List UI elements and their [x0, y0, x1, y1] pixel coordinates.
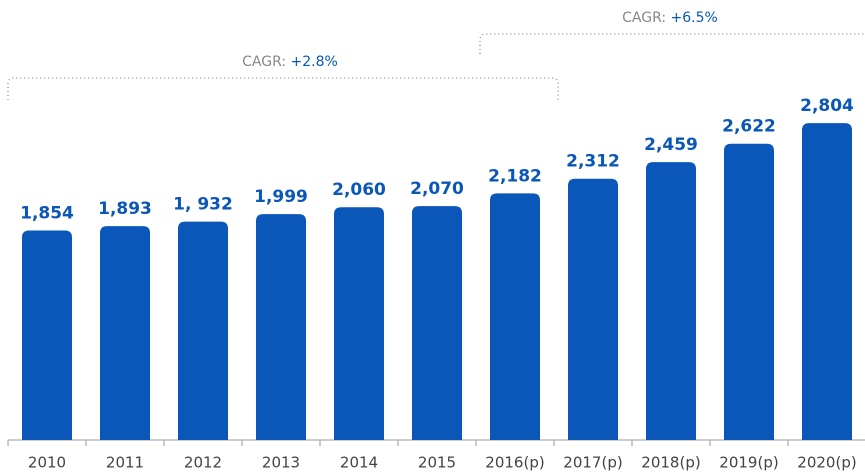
- data-label: 1,893: [98, 199, 152, 219]
- x-tick-label: 2011: [106, 454, 144, 472]
- bar: [724, 143, 774, 441]
- data-label: 2,459: [644, 135, 698, 155]
- bar: [490, 193, 540, 440]
- x-tick-label: 2020(p): [797, 454, 856, 472]
- x-tick-label: 2013: [262, 454, 300, 472]
- annotation: CAGR: +2.8%: [242, 54, 338, 70]
- x-tick-label: 2015: [418, 454, 456, 472]
- data-label: 1,854: [20, 203, 74, 223]
- cagr-bracket: [7, 77, 559, 100]
- data-label: 2,804: [800, 96, 854, 116]
- bar: [334, 207, 384, 440]
- x-tick-label: 2017(p): [563, 454, 622, 472]
- x-tick-label: 2018(p): [641, 454, 700, 472]
- data-label: 1,999: [254, 187, 308, 207]
- x-tick-label: 2010: [28, 454, 66, 472]
- annotation-value: +6.5%: [671, 10, 718, 26]
- x-tick-label: 2014: [340, 454, 378, 472]
- annotation-label: CAGR:: [622, 10, 666, 26]
- x-tick-label: 2016(p): [485, 454, 544, 472]
- data-label: 2,182: [488, 166, 542, 186]
- bar: [646, 162, 696, 440]
- annotation: CAGR: +6.5%: [622, 10, 718, 26]
- x-tick-label: 2019(p): [719, 454, 778, 472]
- annotation-value: +2.8%: [291, 54, 338, 70]
- annotation-label: CAGR:: [242, 54, 286, 70]
- cagr-bracket: [479, 33, 865, 54]
- bar: [256, 214, 306, 440]
- bar: [412, 206, 462, 440]
- data-label: 2,312: [566, 152, 620, 172]
- bar: [802, 123, 852, 440]
- data-label: 1, 932: [173, 195, 233, 215]
- bar: [178, 221, 228, 440]
- data-label: 2,622: [722, 117, 776, 137]
- x-tick-label: 2012: [184, 454, 222, 472]
- bar: [22, 230, 72, 440]
- bar: [100, 226, 150, 440]
- data-label: 2,060: [332, 180, 386, 200]
- data-label: 2,070: [410, 179, 464, 199]
- bar: [568, 178, 618, 440]
